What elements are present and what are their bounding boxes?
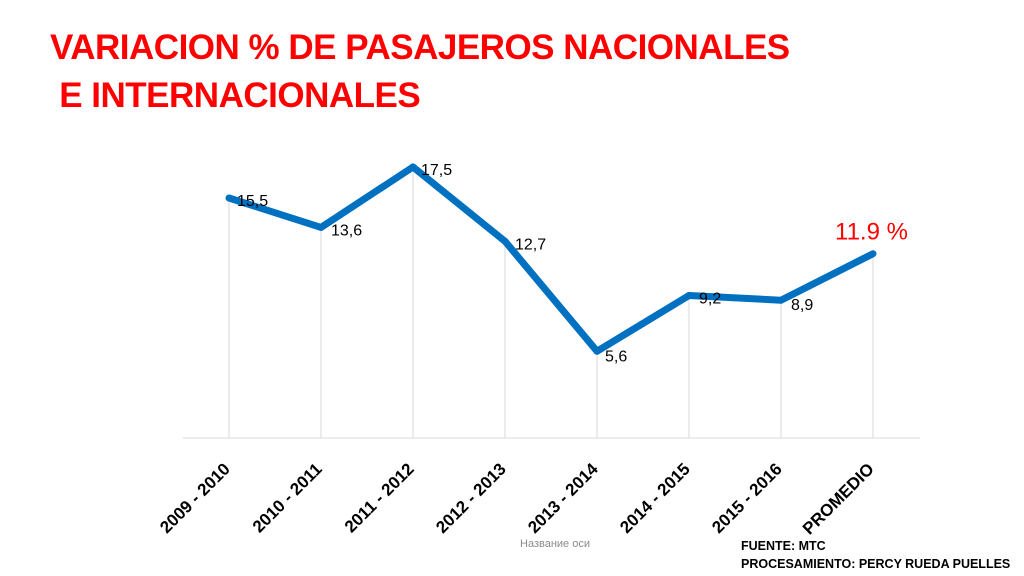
data-point: [409, 163, 417, 171]
chart-title: VARIACION % DE PASAJEROS NACIONALES E IN…: [50, 24, 790, 120]
category-tick-label: 2010 - 2011: [249, 459, 326, 536]
data-label: 17,5: [421, 162, 452, 179]
category-tick-label: 2012 - 2013: [432, 459, 510, 537]
category-tick-label: 2011 - 2012: [341, 459, 418, 536]
data-label: 9,2: [699, 291, 721, 308]
data-label: 5,6: [605, 348, 627, 365]
category-tick-label: PROMEDIO: [799, 459, 878, 538]
x-axis-title: Название оси: [520, 538, 590, 550]
source-note: FUENTE: MTC PROCESAMIENTO: PERCY RUEDA P…: [741, 537, 1010, 573]
highlight-data-label: 11.9 %: [835, 219, 908, 246]
series-line: [227, 163, 875, 355]
data-point: [501, 237, 509, 245]
data-point: [593, 347, 601, 355]
source-line: FUENTE: MTC: [741, 539, 826, 553]
data-label: 15,5: [237, 193, 268, 210]
category-tick-label: 2013 - 2014: [524, 459, 602, 537]
data-label: 8,9: [791, 297, 813, 314]
data-point: [869, 250, 877, 258]
category-tick-label: 2015 - 2016: [708, 459, 786, 537]
chart-title-line-2: E INTERNACIONALES: [50, 76, 421, 115]
data-point: [685, 292, 693, 299]
data-point: [317, 223, 325, 231]
category-tick-label: 2009 - 2010: [156, 459, 234, 537]
data-point: [225, 194, 233, 202]
category-tick-label: 2014 - 2015: [616, 459, 694, 537]
processing-line: PROCESAMIENTO: PERCY RUEDA PUELLES: [741, 557, 1011, 571]
data-label: 13,6: [331, 222, 362, 239]
data-point: [777, 296, 785, 304]
data-label: 12,7: [515, 236, 546, 253]
chart-title-line-1: VARIACION % DE PASAJEROS NACIONALES: [50, 28, 790, 67]
